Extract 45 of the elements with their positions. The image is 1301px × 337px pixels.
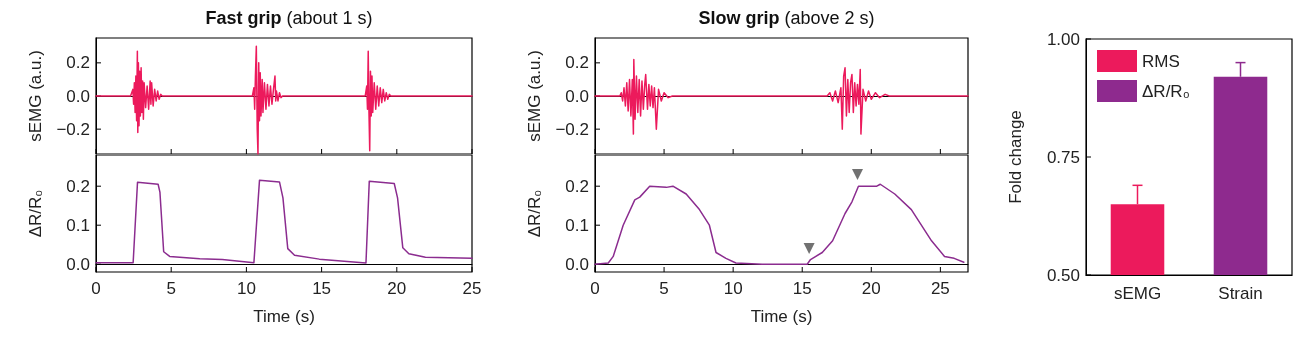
x-tick-label: 20	[861, 279, 881, 298]
x-tick-label: 15	[312, 279, 332, 298]
x-tick-label: 10	[236, 279, 256, 298]
legend-label: ΔR/R₀	[1142, 81, 1190, 101]
x-tick-label: Strain	[1218, 284, 1263, 303]
chart-title: Fast grip	[205, 8, 282, 28]
y-axis-title: sEMG (a.u.)	[26, 50, 45, 142]
y-tick-label: −0.2	[555, 119, 589, 139]
y-tick-label: 0.2	[565, 53, 589, 73]
x-tick-label: sEMG	[1113, 284, 1162, 303]
y-tick-label: 1.00	[1046, 29, 1080, 49]
y-axis-title: sEMG (a.u.)	[525, 50, 544, 142]
line-series	[95, 45, 473, 155]
y-tick-label: 0.1	[565, 215, 589, 235]
x-tick-label: 25	[462, 279, 482, 298]
y-tick-label: 0.1	[66, 215, 90, 235]
line-series	[594, 58, 969, 135]
y-axis-title: ΔR/R₀	[26, 189, 45, 238]
legend-label: RMS	[1142, 51, 1180, 71]
x-tick-label: 0	[590, 279, 600, 298]
y-tick-label: 0.2	[66, 53, 90, 73]
y-tick-label: 0.75	[1046, 147, 1080, 167]
x-tick-label: 25	[930, 279, 950, 298]
y-tick-label: 0.0	[565, 86, 589, 106]
x-tick-label: 5	[659, 279, 669, 298]
y-tick-label: 0.2	[565, 176, 589, 196]
y-tick-label: 0.0	[66, 86, 90, 106]
y-tick-label: −0.2	[56, 119, 90, 139]
chart-title: Slow grip	[698, 8, 780, 28]
y-tick-label: 0.0	[565, 254, 589, 274]
y-tick-label: 0.0	[66, 254, 90, 274]
line-series	[594, 183, 965, 265]
x-tick-label: 20	[387, 279, 407, 298]
x-axis-title: Time (s)	[253, 307, 315, 326]
chart-subtitle: (above 2 s)	[779, 8, 875, 28]
y-axis-title: ΔR/R₀	[525, 189, 544, 238]
x-tick-label: 0	[91, 279, 101, 298]
x-tick-label: 5	[166, 279, 176, 298]
y-tick-label: 0.2	[66, 176, 90, 196]
x-tick-label: 15	[792, 279, 812, 298]
chart-subtitle: (about 1 s)	[281, 8, 373, 28]
y-tick-label: 0.50	[1046, 265, 1080, 285]
x-tick-label: 10	[723, 279, 743, 298]
y-axis-title: Fold change	[1006, 110, 1025, 204]
x-axis-title: Time (s)	[750, 307, 813, 326]
